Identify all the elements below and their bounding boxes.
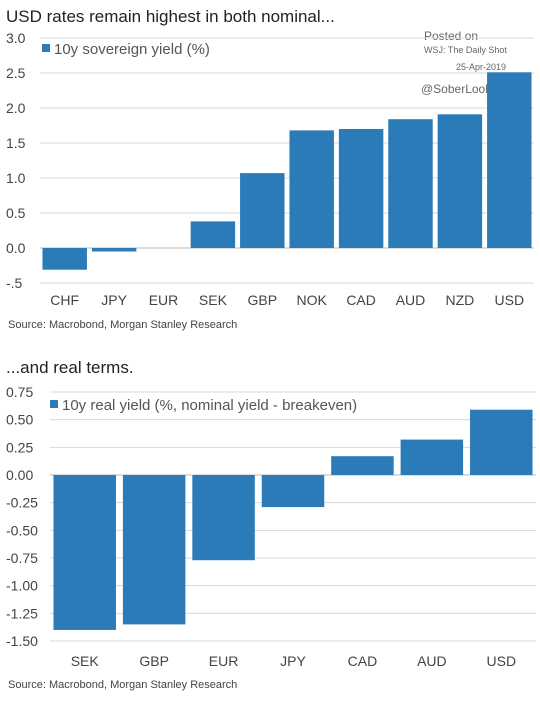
chart2-bar-aud bbox=[400, 439, 464, 475]
chart2-bar-jpy bbox=[261, 475, 325, 508]
chart1-bar-nzd bbox=[437, 114, 483, 248]
chart2-ytick-label: -1.50 bbox=[6, 633, 38, 649]
chart1-category-label: CAD bbox=[346, 292, 376, 308]
chart1-category-label: EUR bbox=[149, 292, 179, 308]
chart2-legend-label: 10y real yield (%, nominal yield - break… bbox=[62, 397, 357, 414]
chart2-ytick-label: -1.25 bbox=[6, 605, 38, 621]
chart2-ytick-label: -0.50 bbox=[6, 522, 38, 538]
chart1-title: USD rates remain highest in both nominal… bbox=[6, 7, 335, 26]
chart1-ytick-label: 0.0 bbox=[6, 240, 26, 256]
chart2-title: ...and real terms. bbox=[6, 358, 134, 377]
chart1-ytick-label: 3.0 bbox=[6, 30, 26, 46]
chart2-ytick-label: -1.00 bbox=[6, 578, 38, 594]
chart2-ytick-label: -0.75 bbox=[6, 550, 38, 566]
chart2-ytick-label: 0.50 bbox=[6, 412, 33, 428]
chart1-bar-usd bbox=[487, 72, 532, 248]
chart1-category-label: AUD bbox=[396, 292, 426, 308]
chart2-category-label: CAD bbox=[348, 653, 378, 669]
chart2-ytick-label: 0.75 bbox=[6, 384, 33, 400]
chart2-bar-gbp bbox=[122, 475, 186, 625]
chart1-bar-aud bbox=[388, 119, 433, 248]
chart1-ytick-label: 2.0 bbox=[6, 100, 26, 116]
chart2-bar-cad bbox=[331, 456, 394, 475]
chart1-legend-swatch bbox=[42, 44, 50, 52]
chart1-ytick-label: -.5 bbox=[6, 275, 23, 291]
chart1-bar-sek bbox=[190, 221, 236, 248]
chart1-ytick-label: 0.5 bbox=[6, 205, 26, 221]
chart2-bar-eur bbox=[192, 475, 255, 561]
chart1-ytick-label: 2.5 bbox=[6, 65, 26, 81]
chart2-ytick-label: 0.25 bbox=[6, 439, 33, 455]
chart2-ytick-label: -0.25 bbox=[6, 495, 38, 511]
watermark-date: 25-Apr-2019 bbox=[456, 62, 506, 72]
chart2-category-label: EUR bbox=[209, 653, 239, 669]
chart1-ytick-label: 1.5 bbox=[6, 135, 26, 151]
chart1-category-label: USD bbox=[495, 292, 525, 308]
chart1-ytick-label: 1.0 bbox=[6, 170, 26, 186]
chart2-ytick-label: 0.00 bbox=[6, 467, 33, 483]
watermark-posted-on: Posted on bbox=[424, 29, 478, 43]
chart1-category-label: NOK bbox=[297, 292, 328, 308]
watermark-outlet: WSJ: The Daily Shot bbox=[424, 45, 507, 55]
chart2-category-label: JPY bbox=[280, 653, 306, 669]
chart1-category-label: GBP bbox=[248, 292, 278, 308]
chart1-category-label: NZD bbox=[446, 292, 475, 308]
chart2-bar-usd bbox=[470, 409, 533, 475]
chart2-category-label: USD bbox=[487, 653, 517, 669]
chart1-legend-label: 10y sovereign yield (%) bbox=[54, 41, 210, 58]
chart1-bar-chf bbox=[42, 248, 87, 270]
chart1-bar-gbp bbox=[240, 173, 285, 248]
chart1-bar-cad bbox=[338, 129, 384, 248]
chart2-legend-swatch bbox=[50, 400, 58, 408]
chart1-bar-jpy bbox=[91, 248, 137, 252]
watermark-handle: @SoberLook bbox=[421, 82, 492, 96]
chart1-category-label: SEK bbox=[199, 292, 228, 308]
chart-marks: 3.0 2.5 2.0 1.5 1.0 0.5 0.0 -.5 CHF JPY EUR SEK GBP N… bbox=[6, 30, 536, 669]
chart1-category-label: CHF bbox=[50, 292, 79, 308]
chart1-category-label: JPY bbox=[101, 292, 127, 308]
chart2-category-label: AUD bbox=[417, 653, 447, 669]
chart1-source: Source: Macrobond, Morgan Stanley Resear… bbox=[8, 319, 237, 331]
chart1-bar-nok bbox=[289, 130, 334, 248]
chart2-source: Source: Macrobond, Morgan Stanley Resear… bbox=[8, 679, 237, 691]
chart2-category-label: SEK bbox=[71, 653, 100, 669]
chart2-category-label: GBP bbox=[139, 653, 169, 669]
chart2-bar-sek bbox=[53, 475, 116, 630]
